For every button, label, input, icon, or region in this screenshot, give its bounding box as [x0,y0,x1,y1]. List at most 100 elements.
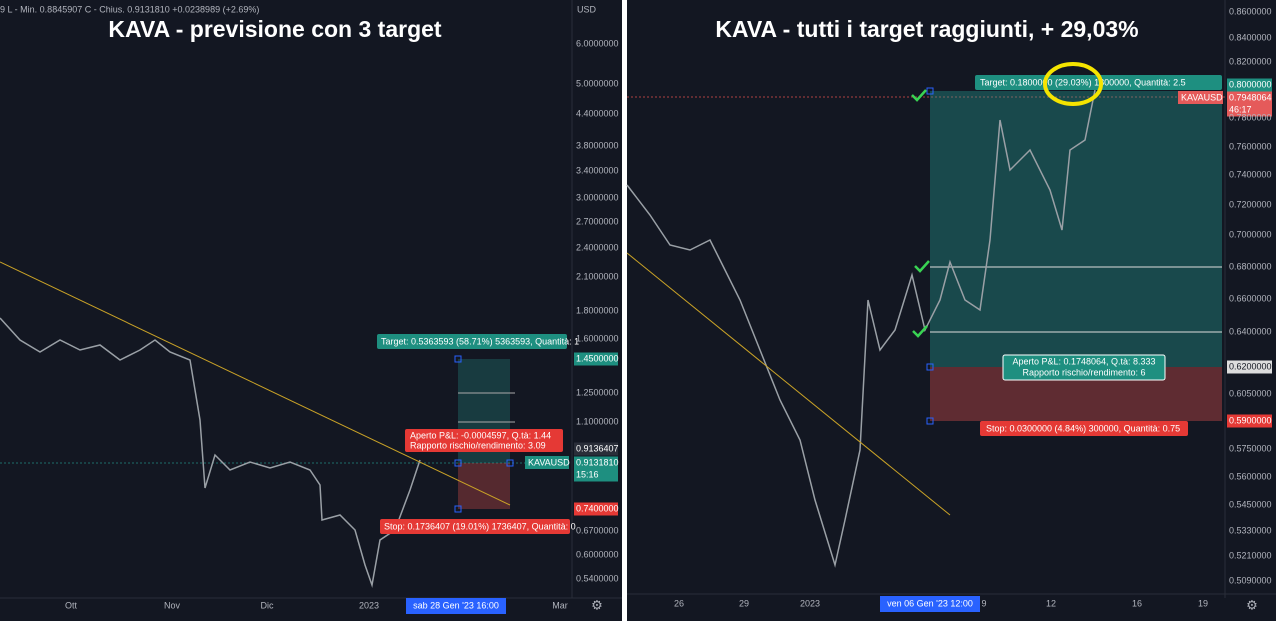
price-label: 0.7400000 [576,503,619,513]
ratio-label: Rapporto rischio/rendimento: 3.09 [410,440,546,450]
time-label: 26 [674,598,684,608]
pnl-label: Aperto P&L: -0.0004597, Q.tà: 1.44 [410,430,551,440]
price-label: 0.5400000 [576,573,619,583]
price-label: 0.8200000 [1229,56,1272,66]
price-label: 0.7200000 [1229,199,1272,209]
symbol-label: KAVAUSD [1181,92,1223,102]
pnl-label: Aperto P&L: 0.1748064, Q.tà: 8.333 [1012,356,1155,366]
time-label: Ott [65,600,78,610]
price-label: 0.6200000 [1229,361,1272,371]
price-tag [574,468,618,482]
target-label: Target: 0.5363593 (58.71%) 5363593, Quan… [381,336,579,346]
time-tag [880,596,980,612]
target-box [377,334,567,349]
price-label: 0.8000000 [1229,79,1272,89]
trendline [626,252,951,516]
price-path [0,317,421,588]
time-tag [406,598,506,614]
left-panel [0,0,622,621]
price-label: 3.4000000 [576,165,619,175]
time-label: Nov [164,600,181,610]
price-label: 0.7948064 [1229,92,1272,102]
settings-icon[interactable]: ⚙ [1246,597,1258,612]
stop-box [380,519,570,534]
time-label: 9 [981,598,986,608]
price-label: 0.5330000 [1229,525,1272,535]
price-tag [1227,414,1272,428]
price-label: 0.6050000 [1229,388,1272,398]
price-label: 3.8000000 [576,140,619,150]
title: KAVA - previsione con 3 target [108,16,441,42]
price-label: 6.0000000 [576,38,619,48]
price-label: 0.5600000 [1229,471,1272,481]
price-label: 1.2500000 [576,387,619,397]
pnl-box [405,429,563,452]
symbol-label: KAVAUSD [528,457,570,467]
price-tag [574,442,618,456]
price-tag [574,456,618,470]
price-tag [1227,91,1272,105]
price-tag [1227,103,1272,117]
price-label: 46:17 [1229,104,1252,114]
price-label: 3.0000000 [576,192,619,202]
price-label: 1.6000000 [576,333,619,343]
price-label: 5.0000000 [576,78,619,88]
target-zone [930,91,1222,367]
stop-box [980,421,1188,436]
trendline [0,261,511,506]
handles [454,355,514,513]
price-label: 0.5090000 [1229,575,1272,585]
time-label: 2023 [800,598,820,608]
time-label: Dic [261,600,274,610]
divider [622,0,627,621]
price-label: 0.7000000 [1229,229,1272,239]
stop-label: Stop: 0.0300000 (4.84%) 300000, Quantità… [986,423,1180,433]
price-label: 0.6400000 [1229,326,1272,336]
time-label: Mar [552,600,568,610]
price-label: 0.5210000 [1229,550,1272,560]
symbol-box [1178,91,1223,104]
price-label: 0.5450000 [1229,499,1272,509]
settings-icon[interactable]: ⚙ [591,597,603,612]
price-label: 0.6600000 [1229,293,1272,303]
time-label: 16 [1132,598,1142,608]
price-label: 0.6000000 [576,549,619,559]
price-label: 2.7000000 [576,216,619,226]
handles [926,87,934,425]
title: KAVA - tutti i target raggiunti, + 29,03… [715,16,1138,42]
price-tag [1227,360,1272,374]
price-label: 2.4000000 [576,242,619,252]
price-label: 4.4000000 [576,108,619,118]
time-label: 29 [739,598,749,608]
price-label: 0.9136407 [576,443,619,453]
price-label: 0.6800000 [1229,261,1272,271]
price-tag [574,502,618,516]
ohlc-header: 9 L - Min. 0.8845907 C - Chius. 0.913181… [0,4,259,14]
checkmarks [911,89,930,338]
price-label: 1.8000000 [576,305,619,315]
price-label: 1.4500000 [576,353,619,363]
price-label: 2.1000000 [576,271,619,281]
price-label: 0.7600000 [1229,141,1272,151]
price-label: 0.6700000 [576,525,619,535]
price-label: 1.1000000 [576,416,619,426]
time-label: 12 [1046,598,1056,608]
price-label: 0.7400000 [1229,169,1272,179]
time-label: 19 [1198,598,1208,608]
highlight-circle [1043,62,1103,106]
price-label: 0.9131810 [576,457,619,467]
target-label: Target: 0.1800000 (29.03%) 1800000, Quan… [980,77,1186,87]
right-panel [627,0,1276,621]
price-tag [1227,78,1272,92]
stop-label: Stop: 0.1736407 (19.01%) 1736407, Quanti… [384,521,576,531]
price-label: 0.5900000 [1229,415,1272,425]
symbol-box [525,456,569,469]
price-label: 0.7800000 [1229,112,1272,122]
pnl-box [1002,354,1166,381]
price-label: 0.5750000 [1229,443,1272,453]
price-label: 0.8400000 [1229,32,1272,42]
price-path [626,89,1096,568]
ratio-label: Rapporto rischio/rendimento: 6 [1022,367,1145,377]
time-label: ven 06 Gen '23 12:00 [887,598,973,608]
